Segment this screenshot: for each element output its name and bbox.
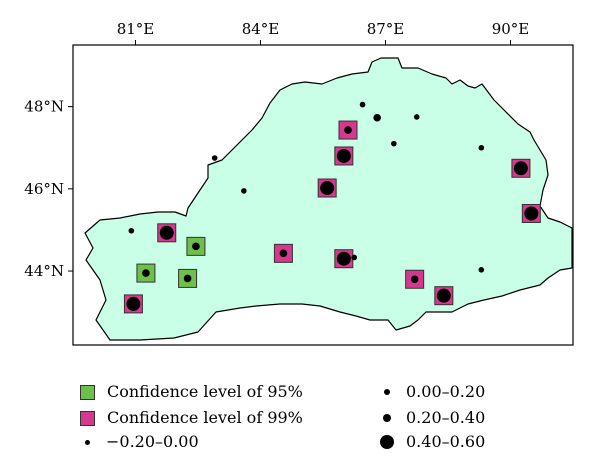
station-dot-20 bbox=[183, 274, 192, 283]
legend-item-c1: 0.00–0.20 bbox=[376, 382, 485, 402]
station-dot-9 bbox=[320, 181, 335, 196]
station-dot-2 bbox=[413, 114, 420, 120]
legend-dot-c2 bbox=[376, 414, 398, 422]
legend-label-c2: 0.20–0.40 bbox=[406, 408, 486, 427]
station-dot-11 bbox=[524, 206, 539, 221]
x-tick-label-2: 87°E bbox=[367, 20, 405, 38]
station-dot-0 bbox=[359, 101, 366, 108]
station-dot-23 bbox=[126, 296, 141, 311]
legend-item-99: Confidence level of 99% bbox=[80, 408, 303, 428]
station-dot-4 bbox=[391, 140, 397, 147]
station-dot-14 bbox=[192, 242, 200, 251]
station-dot-18 bbox=[142, 269, 150, 277]
station-dot-13 bbox=[159, 225, 174, 240]
y-tick-label-2: 44°N bbox=[24, 262, 64, 280]
station-dot-21 bbox=[410, 275, 419, 284]
legend-item-c3: 0.40–0.60 bbox=[376, 432, 485, 452]
legend-label-99: Confidence level of 99% bbox=[107, 408, 303, 427]
station-dot-17 bbox=[351, 254, 358, 261]
y-tick-label-1: 46°N bbox=[24, 180, 64, 198]
legend-item-95: Confidence level of 95% bbox=[80, 382, 303, 402]
x-axis-ticks: 81°E 84°E 87°E 90°E bbox=[117, 20, 530, 45]
legend-label-neg: −0.20–0.00 bbox=[106, 432, 199, 451]
legend-swatch-99 bbox=[80, 410, 95, 426]
y-axis-ticks: 48°N 46°N 44°N bbox=[24, 98, 73, 280]
legend-swatch-95 bbox=[80, 384, 95, 400]
station-dot-1 bbox=[373, 113, 381, 122]
station-dot-5 bbox=[478, 144, 485, 151]
station-dot-6 bbox=[336, 148, 351, 163]
station-dot-12 bbox=[128, 227, 135, 234]
station-dot-3 bbox=[344, 126, 352, 134]
legend-item-c2: 0.20–0.40 bbox=[376, 408, 485, 428]
y-tick-label-0: 48°N bbox=[24, 98, 64, 116]
station-dot-22 bbox=[436, 288, 451, 303]
station-dot-8 bbox=[513, 161, 528, 176]
legend-item-neg: −0.20–0.00 bbox=[76, 432, 199, 452]
legend-dot-neg bbox=[76, 439, 98, 445]
station-markers bbox=[123, 101, 541, 314]
station-dot-15 bbox=[279, 249, 288, 258]
station-dot-7 bbox=[211, 155, 218, 161]
x-tick-label-0: 81°E bbox=[117, 20, 155, 38]
region-outline bbox=[84, 57, 573, 341]
x-tick-label-3: 90°E bbox=[492, 20, 530, 38]
legend-dot-c1 bbox=[376, 389, 398, 395]
legend-dot-c3 bbox=[376, 435, 398, 449]
x-tick-label-1: 84°E bbox=[242, 20, 280, 38]
station-dot-19 bbox=[478, 266, 485, 273]
legend-label-95: Confidence level of 95% bbox=[107, 382, 303, 401]
legend-label-c3: 0.40–0.60 bbox=[406, 432, 486, 451]
station-dot-16 bbox=[336, 251, 351, 266]
legend-label-c1: 0.00–0.20 bbox=[406, 382, 486, 401]
station-dot-10 bbox=[241, 188, 247, 194]
